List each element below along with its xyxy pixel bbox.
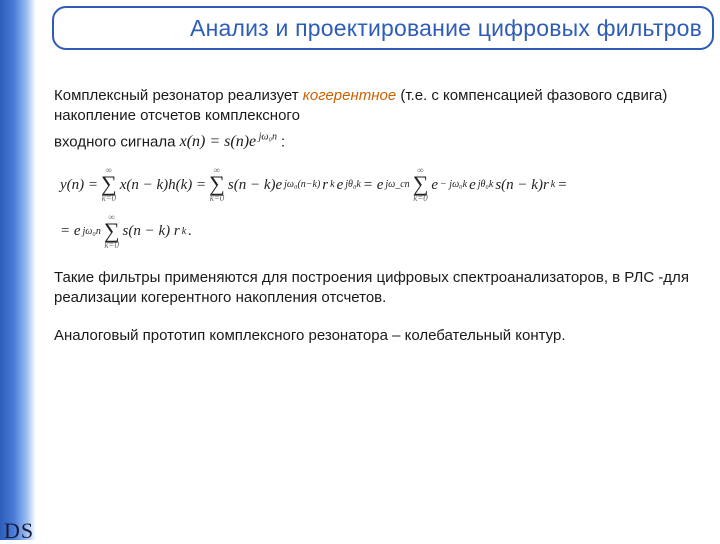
title-container: Анализ и проектирование цифровых фильтро…: [52, 6, 714, 50]
inline-formula: x(n) = s(n)e jω₀n: [180, 133, 281, 150]
eq-r2c: .: [188, 217, 192, 246]
p1-italic: когерентное: [303, 87, 396, 104]
equation-row-1: y(n) = ∞ ∑ k=0 x(n − k)h(k) = ∞ ∑ k=0 s(…: [60, 166, 702, 203]
inline-math-exp: jω₀n: [256, 132, 277, 143]
paragraph-1: Комплексный резонатор реализует когерент…: [54, 86, 702, 127]
eq-e8: k: [551, 175, 555, 194]
equation-block: y(n) = ∞ ∑ k=0 x(n − k)h(k) = ∞ ∑ k=0 s(…: [60, 166, 702, 249]
eq-t7: e: [469, 171, 476, 200]
eq-e2: jω₀(n−k): [284, 175, 320, 194]
eq-lhs: y(n) =: [60, 171, 98, 200]
eq-t1: x(n − k)h(k) =: [120, 171, 206, 200]
eq-r2a: = e: [60, 217, 81, 246]
eq-t4: e: [337, 171, 344, 200]
footer-logo: DS: [4, 518, 34, 544]
eq-e7: jθ₀k: [478, 175, 494, 194]
eq-t3: r: [322, 171, 328, 200]
eq-e4: jθ₀k: [345, 175, 361, 194]
sigma-2: ∞ ∑ k=0: [209, 166, 225, 203]
eq-t9: =: [557, 171, 567, 200]
eq-t6: e: [431, 171, 438, 200]
eq-r2e2: k: [182, 222, 186, 241]
eq-e3: k: [330, 175, 334, 194]
equation-row-2: = e jω₀n ∞ ∑ k=0 s(n − k) rk .: [60, 213, 702, 250]
p1l2-b: :: [281, 133, 285, 150]
p1l2-a: входного сигнала: [54, 133, 180, 150]
eq-r2b: s(n − k) r: [123, 217, 180, 246]
eq-t2: s(n − k)e: [228, 171, 282, 200]
paragraph-3: Аналоговый прототип комплексного резонат…: [54, 326, 702, 346]
eq-r2e1: jω₀n: [83, 222, 101, 241]
eq-t5: = e: [363, 171, 384, 200]
left-gradient-bar: [0, 0, 36, 540]
slide-title: Анализ и проектирование цифровых фильтро…: [190, 15, 702, 42]
paragraph-1-line2: входного сигнала x(n) = s(n)e jω₀n :: [54, 131, 702, 153]
paragraph-2: Такие фильтры применяются для построения…: [54, 268, 702, 309]
eq-t8: s(n − k)r: [495, 171, 548, 200]
slide-body: Комплексный резонатор реализует когерент…: [54, 86, 702, 351]
inline-math-base: x(n) = s(n)e: [180, 133, 257, 150]
eq-e5: jω_cn: [385, 175, 409, 194]
eq-e6: − jω₀k: [440, 175, 467, 194]
sigma-3: ∞ ∑ k=0: [413, 166, 429, 203]
sigma-1: ∞ ∑ k=0: [101, 166, 117, 203]
p1-text-a: Комплексный резонатор реализует: [54, 87, 303, 104]
sigma-4: ∞ ∑ k=0: [104, 213, 120, 250]
